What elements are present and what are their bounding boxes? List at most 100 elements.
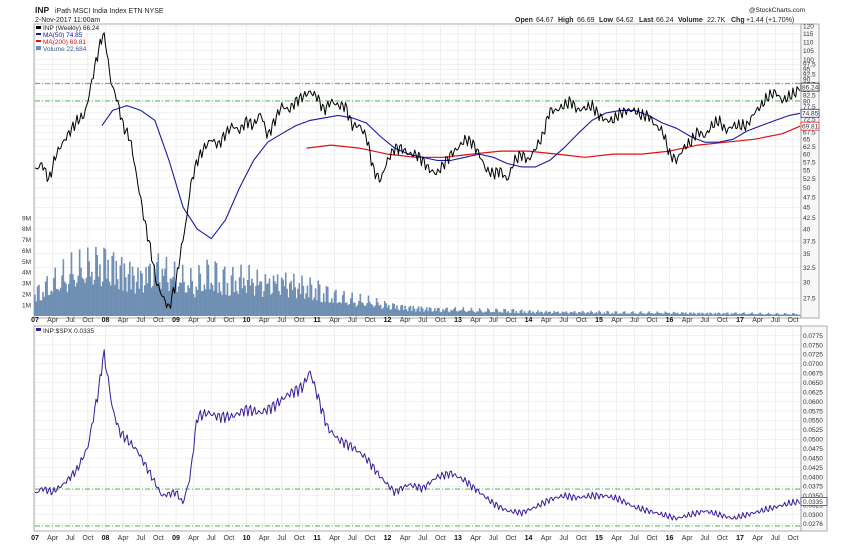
price-y-tick-label: 92.5 xyxy=(803,71,816,78)
volume-bar xyxy=(707,314,710,316)
price-line xyxy=(34,32,801,309)
volume-bar xyxy=(588,313,591,316)
volume-bar xyxy=(341,295,344,316)
volume-bar xyxy=(556,311,558,316)
volume-bar xyxy=(794,314,797,316)
volume-bar xyxy=(191,281,193,316)
volume-bar xyxy=(598,310,600,316)
volume-bar xyxy=(435,311,438,316)
volume-bar xyxy=(744,313,747,316)
volume-bar xyxy=(302,285,305,316)
volume-bar xyxy=(774,314,777,316)
volume-bar xyxy=(569,311,572,316)
volume-bar xyxy=(660,313,663,316)
volume-bar xyxy=(199,273,202,316)
volume-bar xyxy=(105,278,108,316)
volume-bar xyxy=(770,314,772,316)
volume-bar xyxy=(393,304,396,316)
volume-bar xyxy=(497,312,500,316)
volume-bar xyxy=(152,285,154,316)
volume-bar xyxy=(294,287,297,316)
volume-bar xyxy=(417,306,420,316)
volume-bar xyxy=(614,311,617,316)
x-tick-label-upper: Jul xyxy=(418,317,427,324)
volume-bar xyxy=(599,311,602,316)
volume-bar xyxy=(34,294,36,316)
open-value: 64.67 xyxy=(536,17,554,24)
volume-bar xyxy=(580,312,583,316)
volume-bar xyxy=(491,312,493,316)
volume-bar xyxy=(392,303,394,316)
volume-y-tick-label: 5M xyxy=(22,259,31,266)
volume-bar xyxy=(779,314,782,316)
volume-bar xyxy=(103,247,105,316)
x-tick-label-upper: 10 xyxy=(243,317,251,324)
volume-bar xyxy=(501,312,504,316)
volume-bar xyxy=(405,309,408,316)
volume-bar xyxy=(99,264,101,316)
volume-bar xyxy=(328,302,330,316)
volume-bar xyxy=(110,285,112,316)
volume-bar xyxy=(381,309,383,316)
volume-bar xyxy=(142,292,145,316)
volume-bar xyxy=(76,282,78,316)
volume-bar xyxy=(547,311,550,316)
volume-bar xyxy=(180,282,183,316)
volume-bar xyxy=(298,283,301,316)
volume-bar xyxy=(617,313,619,316)
volume-bar xyxy=(70,252,73,316)
volume-bar xyxy=(116,279,119,316)
volume-bar xyxy=(670,314,672,316)
volume-bar xyxy=(279,294,282,316)
volume-bar xyxy=(476,311,478,316)
volume-bar xyxy=(62,259,65,316)
volume-bar xyxy=(702,313,705,316)
volume-bar xyxy=(306,285,309,316)
ratio-y-tick-label: 0.0325 xyxy=(803,503,823,510)
volume-bar xyxy=(310,284,313,316)
volume-bar xyxy=(797,314,800,316)
volume-bar xyxy=(131,266,134,316)
last-ma50-tag: 74.85 xyxy=(802,111,819,118)
volume-bar xyxy=(630,312,633,316)
volume-bar xyxy=(385,303,387,316)
x-tick-label-upper: Oct xyxy=(788,317,799,324)
volume-bar xyxy=(492,311,494,316)
x-tick-label-lower: Jul xyxy=(418,535,427,542)
volume-bar xyxy=(511,309,513,316)
volume-bar xyxy=(462,307,465,316)
volume-bar xyxy=(289,283,291,316)
volume-bar xyxy=(728,314,730,316)
volume-bar xyxy=(697,313,699,316)
x-tick-label-lower: Oct xyxy=(717,535,728,542)
volume-bar xyxy=(85,277,88,316)
volume-bar xyxy=(256,269,259,316)
x-tick-label-lower: Apr xyxy=(541,535,553,542)
volume-bar xyxy=(561,311,564,316)
volume-bar xyxy=(750,313,752,316)
volume-bar xyxy=(591,312,593,316)
volume-bar xyxy=(161,268,164,316)
volume-bar xyxy=(181,264,184,316)
x-tick-label-upper: Oct xyxy=(294,317,305,324)
volume-bar xyxy=(248,264,250,316)
volume-bar xyxy=(571,312,573,316)
volume-bar xyxy=(108,281,111,316)
open-label: Open xyxy=(515,17,533,24)
volume-bar xyxy=(553,311,556,316)
price-y-tick-label: 62.5 xyxy=(803,144,816,151)
volume-bar xyxy=(49,294,51,316)
x-tick-label-lower: Jul xyxy=(630,535,639,542)
x-tick-label-upper: Oct xyxy=(505,317,516,324)
x-tick-label-upper: 13 xyxy=(454,317,462,324)
volume-bar xyxy=(519,310,522,316)
volume-bar xyxy=(122,290,124,316)
volume-bar xyxy=(203,284,206,316)
ratio-y-tick-label: 0.0475 xyxy=(803,446,823,453)
volume-bar xyxy=(51,292,54,316)
volume-bar xyxy=(230,275,233,316)
volume-bar xyxy=(671,313,673,316)
volume-bar xyxy=(523,311,526,316)
volume-bar xyxy=(234,280,237,316)
